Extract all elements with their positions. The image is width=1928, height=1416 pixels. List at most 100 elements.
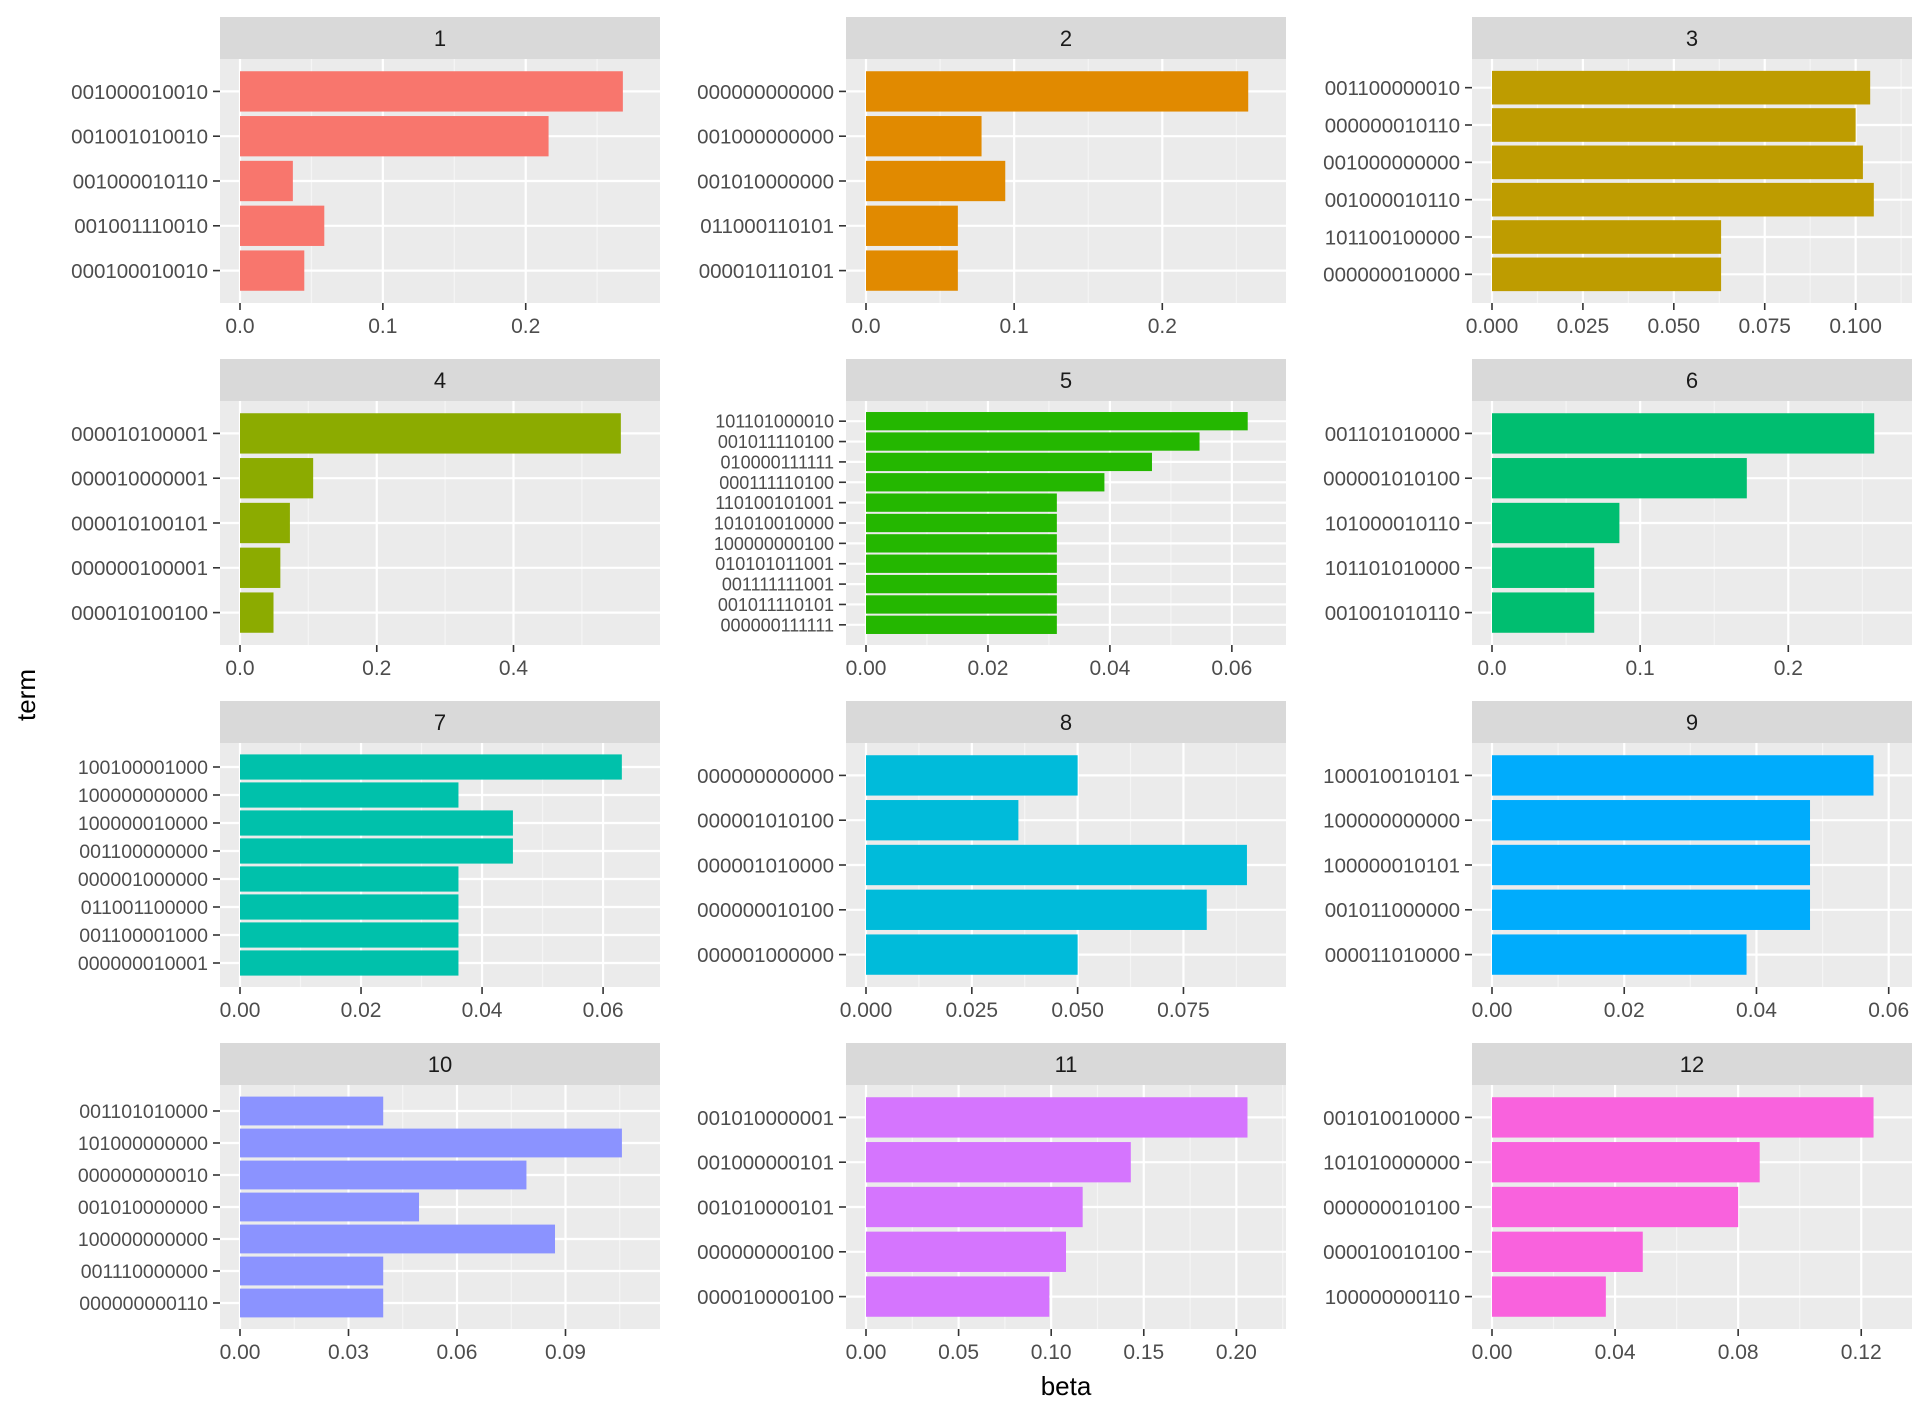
- y-tick-label: 101101010000: [1325, 557, 1460, 580]
- x-tick-label: 0.04: [1736, 999, 1777, 1022]
- y-tick-label: 001111111001: [722, 575, 834, 595]
- y-tick-label: 000011010000: [1325, 944, 1460, 967]
- bar: [240, 754, 622, 780]
- y-tick-label: 000001000000: [697, 944, 834, 967]
- bar: [240, 866, 459, 892]
- y-tick-label: 000000010000: [1323, 264, 1460, 287]
- facet-strip-label: 2: [1060, 26, 1072, 51]
- bar: [240, 458, 314, 499]
- y-tick-label: 001000000101: [697, 1152, 834, 1175]
- x-tick-label: 0.050: [1051, 999, 1104, 1022]
- x-tick-label: 0.04: [1089, 657, 1130, 680]
- x-tick-label: 0.02: [341, 999, 382, 1022]
- y-tick-label: 100000000000: [78, 1229, 208, 1251]
- facet-strip: [846, 1043, 1286, 1085]
- facet-panel-12: 12 0.00 0.04 0.08 0.12 001010010000 1010100000…: [1323, 1043, 1912, 1364]
- bar: [240, 205, 325, 246]
- y-tick-label: 000010110101: [699, 260, 834, 283]
- facet-strip: [1472, 1043, 1912, 1085]
- facet-panel-2: 2 0.0 0.1 0.2 000000000000 001000000000 001010…: [697, 17, 1286, 338]
- x-tick-label: 0.12: [1841, 1341, 1882, 1364]
- bar: [240, 810, 513, 836]
- x-tick-label: 0.20: [1216, 1341, 1257, 1364]
- bar: [1492, 145, 1863, 180]
- bar: [240, 894, 459, 920]
- bar: [866, 205, 958, 246]
- bar: [866, 889, 1207, 930]
- x-tick-label: 0.08: [1718, 1341, 1759, 1364]
- facet-panel-1: 1 0.0 0.1 0.2 001000010010 001001010010 001000…: [71, 17, 660, 338]
- y-tick-label: 000010000100: [697, 1286, 834, 1309]
- bar: [866, 615, 1057, 634]
- x-tick-label: 0.02: [1604, 999, 1645, 1022]
- bar: [240, 782, 459, 808]
- x-tick-label: 0.025: [946, 999, 999, 1022]
- y-tick-label: 001010000000: [78, 1197, 208, 1219]
- bar: [1492, 182, 1874, 217]
- bar: [1492, 547, 1595, 588]
- facet-panel-9: 9 0.00 0.02 0.04 0.06 100010010101 10000000000…: [1323, 701, 1912, 1022]
- bar: [866, 574, 1057, 594]
- bar: [1492, 1276, 1606, 1317]
- x-tick-label: 0.06: [1211, 657, 1252, 680]
- bar: [1492, 257, 1722, 292]
- y-tick-label: 100000000000: [1323, 810, 1460, 833]
- y-tick-label: 100000010000: [78, 813, 208, 835]
- bar: [1492, 108, 1856, 142]
- y-tick-label: 001100000000: [79, 841, 208, 863]
- x-tick-label: 0.050: [1648, 315, 1701, 338]
- y-tick-label: 001100001000: [79, 925, 208, 947]
- facet-strip: [846, 17, 1286, 59]
- bar: [866, 1231, 1066, 1272]
- facet-panel-11: 11 0.00 0.05 0.10 0.15 0.20 001010000001 001000…: [697, 1043, 1286, 1364]
- y-tick-label: 001010000001: [697, 1107, 834, 1130]
- y-tick-label: 001000010110: [73, 170, 208, 193]
- y-axis-title: term: [11, 669, 41, 721]
- bar: [1492, 755, 1874, 796]
- facet-panel-8: 8 0.000 0.025 0.050 0.075 000000000000 0000010…: [697, 701, 1286, 1022]
- bar: [866, 1142, 1131, 1183]
- bar: [1492, 502, 1620, 544]
- bar: [1492, 1186, 1739, 1228]
- facet-panel-10: 10 0.00 0.03 0.06 0.09 001101010000 1010000000…: [78, 1043, 660, 1364]
- facet-strip-label: 9: [1686, 710, 1698, 735]
- y-tick-label: 001011000000: [1325, 899, 1460, 922]
- bar: [240, 547, 281, 588]
- facet-strip-label: 11: [1055, 1052, 1078, 1077]
- y-tick-label: 000001010100: [697, 810, 834, 833]
- facet-strip-label: 6: [1686, 368, 1698, 393]
- y-tick-label: 001000010010: [71, 81, 208, 104]
- facet-panel-3: 3 0.000 0.025 0.050 0.075 0.100 001100000010 00…: [1323, 17, 1912, 338]
- y-tick-label: 100000010101: [1323, 854, 1460, 877]
- y-tick-label: 000000010110: [1325, 114, 1460, 137]
- y-tick-label: 000001000000: [78, 869, 208, 891]
- bar: [1492, 844, 1811, 886]
- bar: [1492, 413, 1875, 454]
- y-tick-label: 001011110101: [718, 595, 834, 615]
- y-tick-label: 000000111111: [721, 615, 834, 635]
- facet-strip: [846, 701, 1286, 743]
- x-tick-label: 0.04: [462, 999, 503, 1022]
- x-tick-label: 0.02: [968, 657, 1009, 680]
- y-tick-label: 000000000110: [79, 1293, 208, 1315]
- x-tick-label: 0.0: [851, 315, 880, 338]
- y-tick-label: 000001010000: [697, 854, 834, 877]
- bar: [866, 116, 982, 157]
- facet-strip-label: 12: [1680, 1052, 1704, 1077]
- y-tick-label: 010101011001: [715, 554, 834, 574]
- bar: [866, 844, 1247, 886]
- y-tick-label: 010000111111: [721, 452, 834, 472]
- bar: [240, 116, 549, 157]
- facet-strip: [1472, 701, 1912, 743]
- bar: [240, 1096, 384, 1126]
- y-tick-label: 000000010001: [78, 953, 208, 975]
- bar: [240, 1160, 527, 1190]
- bar: [240, 1288, 384, 1318]
- bar: [240, 922, 459, 948]
- bar: [240, 950, 459, 976]
- bar: [240, 1128, 622, 1158]
- y-tick-label: 000010100100: [71, 602, 208, 625]
- bar: [866, 595, 1057, 614]
- facet-panel-6: 6 0.0 0.1 0.2 001101010000 000001010100 101000…: [1323, 359, 1912, 680]
